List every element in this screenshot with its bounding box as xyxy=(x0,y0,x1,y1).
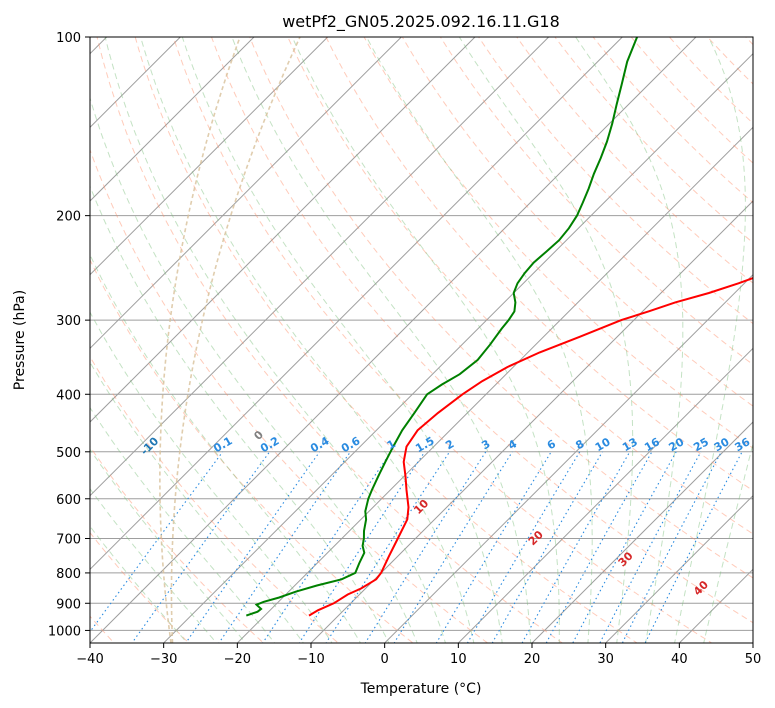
mixing-ratio-line xyxy=(218,451,351,643)
isotherm-line xyxy=(90,37,476,423)
moist-adiabat-line xyxy=(703,441,753,643)
moist-adiabat-line xyxy=(181,37,503,643)
mixing-ratio-line xyxy=(599,451,702,643)
x-tick-label: −30 xyxy=(150,652,177,667)
chart-title: wetPf2_GN05.2025.092.16.11.G18 xyxy=(282,12,560,32)
dry-adiabat-line xyxy=(90,258,414,643)
isotherm-line xyxy=(236,126,753,643)
moist-adiabat-line xyxy=(90,406,276,643)
moist-adiabat-line xyxy=(90,96,418,643)
y-axis: 100 200 300 400 500 600 700 800 900 1000 xyxy=(48,31,90,639)
moist-adiabat-line xyxy=(458,37,634,643)
moist-adiabat-line xyxy=(291,37,560,643)
mixing-ratio-line xyxy=(185,451,321,643)
moist-adiabat-line xyxy=(231,37,532,643)
x-axis-label: Temperature (°C) xyxy=(360,681,482,697)
moist-adiabat-line xyxy=(365,37,593,643)
series-layer xyxy=(245,37,753,617)
mixing-ratio-line xyxy=(491,451,603,643)
y-tick-label: 800 xyxy=(56,567,81,582)
background-lines xyxy=(90,37,753,643)
moist-adiabat-line xyxy=(90,185,390,643)
mixing-ratio-line xyxy=(621,451,722,643)
dry-adiabat-line xyxy=(134,37,638,643)
lcl-arc-line xyxy=(159,37,241,643)
x-tick-label: 50 xyxy=(745,652,762,667)
dry-adiabat-line xyxy=(210,37,753,624)
isotherm-line xyxy=(384,273,753,643)
y-tick-label: 300 xyxy=(56,314,81,329)
moist-adiabat-line xyxy=(90,361,305,643)
plot-frame xyxy=(89,36,754,644)
moist-adiabat-line xyxy=(90,448,247,643)
dry-adiabat-line xyxy=(172,37,713,643)
mixing-ratio-line xyxy=(644,451,743,643)
x-tick-label: 20 xyxy=(524,652,541,667)
moist-adiabat-line xyxy=(674,37,746,643)
y-tick-label: 100 xyxy=(56,31,81,46)
isotherm-line xyxy=(310,200,753,643)
y-tick-label: 700 xyxy=(56,533,81,548)
x-tick-label: 40 xyxy=(671,652,688,667)
moist-adiabat-line xyxy=(90,253,362,643)
x-tick-label: 0 xyxy=(381,652,389,667)
mixing-ratio-line xyxy=(325,451,451,643)
dry-adiabat-line xyxy=(96,37,564,643)
dry-adiabat-line xyxy=(90,355,340,643)
x-tick-label: −40 xyxy=(76,652,103,667)
isotherm-line xyxy=(90,37,623,571)
temperature-line xyxy=(308,277,753,617)
x-tick-label: 30 xyxy=(597,652,614,667)
mixing-ratio-line xyxy=(521,451,631,643)
y-tick-label: 400 xyxy=(56,388,81,403)
y-tick-label: 1000 xyxy=(48,624,81,639)
isotherm-line xyxy=(90,37,697,643)
dry-adiabat-line xyxy=(287,37,753,535)
isotherm-line xyxy=(457,347,753,643)
plot-area: 0.10.20.40.611.52346810131620253036-100-… xyxy=(90,37,753,643)
y-axis-label: Pressure (hPa) xyxy=(12,290,28,390)
dry-adiabat-line xyxy=(90,445,265,643)
lcl-arc-line xyxy=(170,37,301,643)
isotherm-line xyxy=(90,37,550,497)
isotherm-line xyxy=(605,494,753,643)
moist-adiabat-line xyxy=(574,37,684,643)
y-tick-label: 200 xyxy=(56,210,81,225)
dry-adiabat-line xyxy=(90,531,190,643)
x-tick-label: −10 xyxy=(297,652,324,667)
isotherm-line xyxy=(90,37,402,350)
moist-adiabat-line xyxy=(140,37,475,643)
dewpoint-line xyxy=(245,37,639,617)
x-tick-label: −20 xyxy=(224,652,251,667)
x-axis: −40 −30 −20 −10 0 10 20 30 40 50 xyxy=(76,643,761,667)
mixing-ratio-line xyxy=(545,451,653,643)
y-tick-label: 600 xyxy=(56,493,81,508)
isotherm-line xyxy=(90,37,255,202)
moist-adiabat-line xyxy=(104,37,447,643)
mixing-ratio-line xyxy=(90,451,224,633)
y-tick-label: 500 xyxy=(56,446,81,461)
mixing-ratio-line xyxy=(572,451,677,643)
mixing-ratio-line xyxy=(435,451,552,643)
dry-adiabat-line xyxy=(478,37,753,325)
isotherm-line xyxy=(90,37,329,276)
isotherm-line xyxy=(163,52,753,643)
x-tick-label: 10 xyxy=(450,652,467,667)
dry-adiabat-line xyxy=(249,37,753,579)
mixing-ratio-line xyxy=(466,451,581,643)
y-tick-label: 900 xyxy=(56,597,81,612)
isotherm-line xyxy=(531,421,753,643)
dry-adiabat-line xyxy=(439,37,753,366)
grid-layer xyxy=(90,37,753,643)
moist-adiabat-line xyxy=(90,311,333,643)
moist-adiabat-line xyxy=(90,487,218,643)
